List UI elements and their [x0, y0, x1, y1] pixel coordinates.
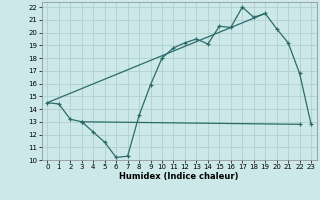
X-axis label: Humidex (Indice chaleur): Humidex (Indice chaleur)	[119, 172, 239, 181]
